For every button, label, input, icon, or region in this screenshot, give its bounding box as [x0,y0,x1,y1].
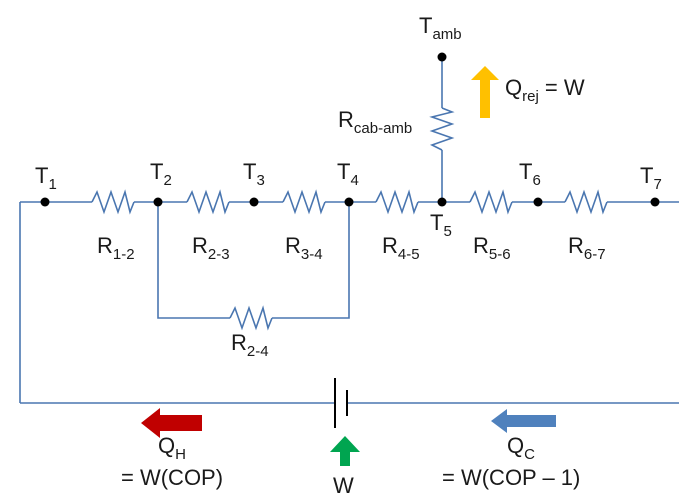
label-qh: QH [158,433,186,463]
label-r67: R6-7 [568,233,606,263]
label-r45: R4-5 [382,233,420,263]
label-t5: T5 [430,210,452,240]
resistor-r67 [564,189,608,215]
label-t1: T1 [35,163,57,193]
node-labels: T1 T2 T3 T4 T5 T6 T7 Tamb [35,13,662,240]
node-t2 [153,197,163,207]
label-rcab-amb: Rcab-amb [338,107,412,137]
node-t1 [40,197,50,207]
label-t6: T6 [519,159,541,189]
arrow-qc-left-icon [491,409,556,433]
label-r24: R2-4 [231,330,269,360]
label-w: W [333,473,354,498]
flow-labels: Qrej = W QH = W(COP) QC = W(COP – 1) W [121,75,585,498]
node-t6 [533,197,543,207]
arrow-w-up-icon [330,436,360,466]
resistor-r23 [186,189,230,215]
label-t3: T3 [243,159,265,189]
node-t3 [249,197,259,207]
label-r12: R1-2 [97,233,135,263]
node-t5 [437,197,447,207]
node-tamb [437,52,447,62]
nodes [40,52,660,207]
arrow-qrej-up-icon [471,66,499,118]
node-t4 [344,197,354,207]
label-qc-equation: = W(COP – 1) [442,465,580,490]
label-qh-equation: = W(COP) [121,465,223,490]
label-qrej: Qrej = W [505,75,585,105]
node-t7 [650,197,660,207]
arrows [141,66,556,466]
label-qc: QC [507,433,535,463]
label-r56: R5-6 [473,233,511,263]
label-tamb: Tamb [419,13,462,43]
wire-t2-down-to-r24 [157,202,230,319]
label-t4: T4 [337,159,359,189]
resistor-r56 [469,189,513,215]
label-r23: R2-3 [192,233,230,263]
label-r34: R3-4 [285,233,323,263]
resistor-r12 [91,189,135,215]
label-t7: T7 [640,163,662,193]
resistor-r24 [229,305,273,331]
resistor-labels: R1-2 R2-3 R3-4 R4-5 R5-6 R6-7 R2-4 Rcab-… [97,107,606,360]
resistor-r34 [282,189,326,215]
resistor-rcab-amb [429,107,455,151]
label-t2: T2 [150,159,172,189]
arrow-qh-left-icon [141,408,202,438]
resistors [91,107,608,331]
battery-symbol [334,378,348,428]
resistor-r45 [375,189,419,215]
wire-r24-to-t4 [272,202,350,319]
